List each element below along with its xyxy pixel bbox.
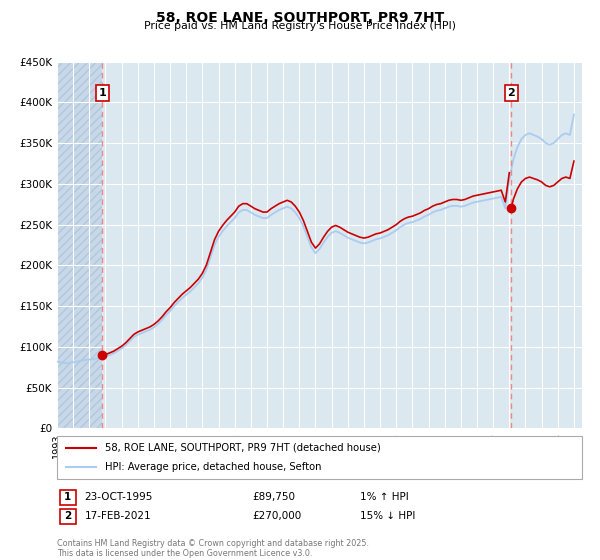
Text: 17-FEB-2021: 17-FEB-2021 [85, 511, 151, 521]
Text: 58, ROE LANE, SOUTHPORT, PR9 7HT: 58, ROE LANE, SOUTHPORT, PR9 7HT [156, 11, 444, 25]
Text: 15% ↓ HPI: 15% ↓ HPI [360, 511, 415, 521]
Text: £270,000: £270,000 [252, 511, 301, 521]
Text: 1: 1 [64, 492, 71, 502]
Text: HPI: Average price, detached house, Sefton: HPI: Average price, detached house, Seft… [105, 462, 322, 472]
Text: 58, ROE LANE, SOUTHPORT, PR9 7HT (detached house): 58, ROE LANE, SOUTHPORT, PR9 7HT (detach… [105, 443, 381, 452]
Text: Contains HM Land Registry data © Crown copyright and database right 2025.
This d: Contains HM Land Registry data © Crown c… [57, 539, 369, 558]
Text: 1% ↑ HPI: 1% ↑ HPI [360, 492, 409, 502]
Text: 2: 2 [64, 511, 71, 521]
Text: 23-OCT-1995: 23-OCT-1995 [85, 492, 153, 502]
Text: 1: 1 [98, 88, 106, 98]
Text: £89,750: £89,750 [252, 492, 295, 502]
Bar [57, 62, 103, 428]
Text: Price paid vs. HM Land Registry's House Price Index (HPI): Price paid vs. HM Land Registry's House … [144, 21, 456, 31]
Text: 2: 2 [508, 88, 515, 98]
